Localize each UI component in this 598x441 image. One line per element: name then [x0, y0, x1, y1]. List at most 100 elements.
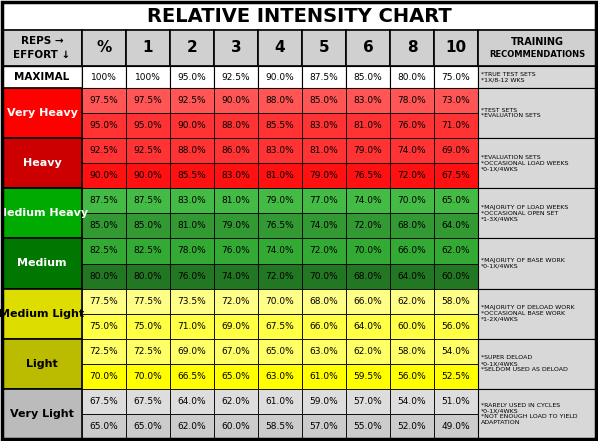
Bar — [170, 314, 214, 339]
Text: 76.5%: 76.5% — [353, 171, 382, 180]
Text: *SUPER DELOAD
*0-1X/4WKS
*SELDOM USED AS DELOAD: *SUPER DELOAD *0-1X/4WKS *SELDOM USED AS… — [481, 355, 568, 372]
Bar — [126, 163, 170, 188]
Bar — [346, 213, 390, 239]
Text: 77.0%: 77.0% — [310, 196, 338, 206]
Text: 69.0%: 69.0% — [222, 321, 251, 331]
Text: 62.0%: 62.0% — [442, 247, 470, 255]
Bar — [82, 339, 126, 364]
Text: 70.0%: 70.0% — [266, 297, 294, 306]
Bar — [170, 163, 214, 188]
Text: 67.5%: 67.5% — [133, 397, 163, 406]
Text: 77.5%: 77.5% — [90, 297, 118, 306]
Text: *MAJORITY OF DELOAD WORK
*OCCASIONAL BASE WORK
*1-2X/4WKS: *MAJORITY OF DELOAD WORK *OCCASIONAL BAS… — [481, 305, 575, 322]
Bar — [126, 138, 170, 163]
Text: 72.0%: 72.0% — [353, 221, 382, 230]
Bar — [82, 414, 126, 439]
Text: 81.0%: 81.0% — [310, 146, 338, 155]
Text: 82.5%: 82.5% — [90, 247, 118, 255]
Text: 54.0%: 54.0% — [398, 397, 426, 406]
Bar — [434, 213, 478, 239]
Bar — [390, 30, 434, 66]
Text: Heavy: Heavy — [23, 158, 62, 168]
Bar — [170, 138, 214, 163]
Text: 83.0%: 83.0% — [178, 196, 206, 206]
Bar — [434, 264, 478, 288]
Bar — [214, 66, 258, 88]
Text: 64.0%: 64.0% — [178, 397, 206, 406]
Bar — [82, 389, 126, 414]
Text: 68.0%: 68.0% — [310, 297, 338, 306]
Bar — [170, 389, 214, 414]
Text: 85.5%: 85.5% — [178, 171, 206, 180]
Text: 90.0%: 90.0% — [178, 121, 206, 130]
Text: 65.0%: 65.0% — [90, 422, 118, 431]
Text: 90.0%: 90.0% — [133, 171, 163, 180]
Text: 90.0%: 90.0% — [222, 96, 251, 105]
Text: 3: 3 — [231, 41, 242, 56]
Text: 60.0%: 60.0% — [222, 422, 251, 431]
Bar — [2, 389, 82, 439]
Bar — [302, 288, 346, 314]
Bar — [346, 288, 390, 314]
Text: 72.0%: 72.0% — [398, 171, 426, 180]
Text: 69.0%: 69.0% — [442, 146, 471, 155]
Text: 76.0%: 76.0% — [398, 121, 426, 130]
Text: 88.0%: 88.0% — [266, 96, 294, 105]
Text: 70.0%: 70.0% — [310, 272, 338, 280]
Bar — [390, 339, 434, 364]
Text: *EVALUATION SETS
*OCCASIONAL LOAD WEEKS
*0-1X/4WKS: *EVALUATION SETS *OCCASIONAL LOAD WEEKS … — [481, 155, 569, 172]
Bar — [82, 188, 126, 213]
Bar — [126, 188, 170, 213]
Text: 68.0%: 68.0% — [398, 221, 426, 230]
Bar — [82, 163, 126, 188]
Bar — [302, 188, 346, 213]
Text: 71.0%: 71.0% — [442, 121, 471, 130]
Text: 52.5%: 52.5% — [442, 372, 470, 381]
Text: 85.5%: 85.5% — [266, 121, 294, 130]
Bar — [390, 389, 434, 414]
Text: 61.0%: 61.0% — [310, 372, 338, 381]
Text: 63.0%: 63.0% — [266, 372, 294, 381]
Text: 88.0%: 88.0% — [178, 146, 206, 155]
Text: 61.0%: 61.0% — [266, 397, 294, 406]
Text: 8: 8 — [407, 41, 417, 56]
Text: 73.5%: 73.5% — [178, 297, 206, 306]
Text: 78.0%: 78.0% — [398, 96, 426, 105]
Bar — [390, 264, 434, 288]
Text: 75.0%: 75.0% — [90, 321, 118, 331]
Text: 65.0%: 65.0% — [266, 347, 294, 356]
Text: 65.0%: 65.0% — [133, 422, 163, 431]
Bar — [434, 88, 478, 113]
Text: 95.0%: 95.0% — [90, 121, 118, 130]
Bar — [214, 414, 258, 439]
Bar — [478, 288, 596, 339]
Text: 79.0%: 79.0% — [266, 196, 294, 206]
Bar — [390, 88, 434, 113]
Text: 79.0%: 79.0% — [353, 146, 382, 155]
Text: 65.0%: 65.0% — [222, 372, 251, 381]
Bar — [478, 339, 596, 389]
Bar — [170, 264, 214, 288]
Bar — [82, 138, 126, 163]
Text: 51.0%: 51.0% — [442, 397, 471, 406]
Text: 72.5%: 72.5% — [134, 347, 162, 356]
Bar — [302, 163, 346, 188]
Text: 85.0%: 85.0% — [133, 221, 163, 230]
Bar — [126, 66, 170, 88]
Bar — [434, 364, 478, 389]
Bar — [434, 30, 478, 66]
Text: 57.0%: 57.0% — [310, 422, 338, 431]
Bar — [302, 213, 346, 239]
Bar — [302, 88, 346, 113]
Text: 66.0%: 66.0% — [310, 321, 338, 331]
Bar — [346, 113, 390, 138]
Bar — [82, 314, 126, 339]
Bar — [346, 364, 390, 389]
Bar — [390, 66, 434, 88]
Bar — [390, 213, 434, 239]
Text: 80.0%: 80.0% — [90, 272, 118, 280]
Bar — [258, 30, 302, 66]
Bar — [302, 239, 346, 264]
Text: 81.0%: 81.0% — [353, 121, 382, 130]
Text: 92.5%: 92.5% — [222, 72, 251, 82]
